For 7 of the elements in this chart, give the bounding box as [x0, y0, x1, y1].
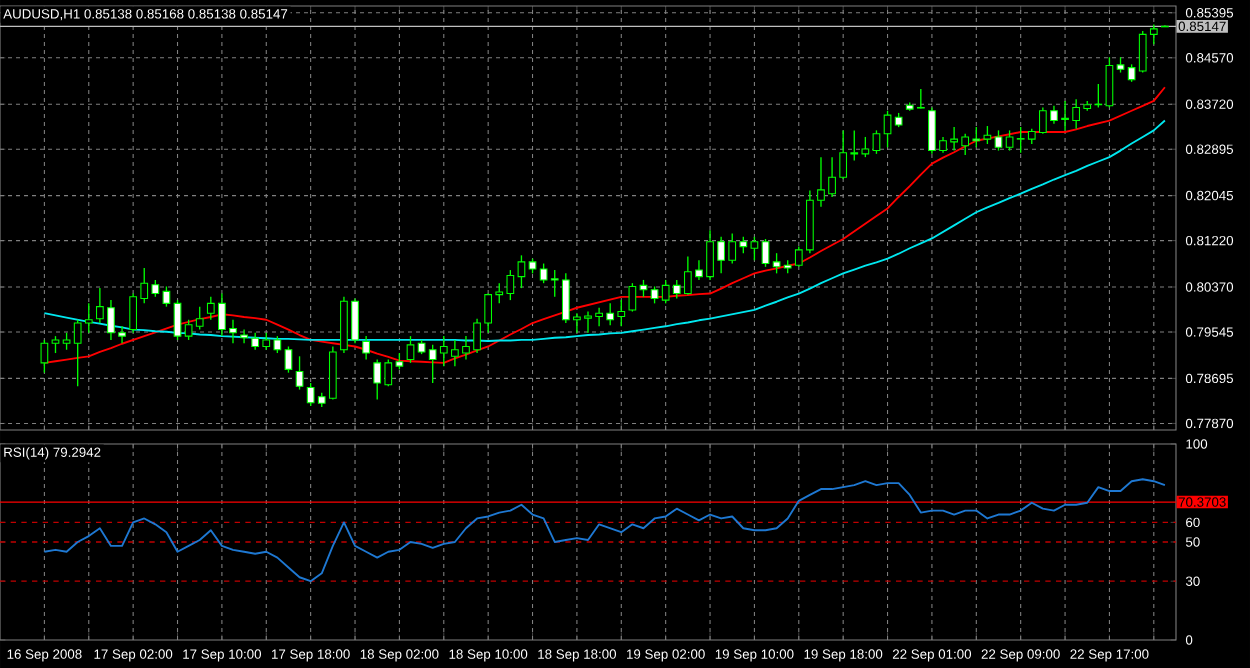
- candlestick: [761, 238, 770, 268]
- candlestick: [295, 355, 304, 391]
- candlestick: [362, 335, 370, 361]
- candlestick: [240, 328, 248, 344]
- candlestick: [994, 129, 1003, 152]
- candlestick: [406, 335, 415, 364]
- candlestick: [40, 339, 49, 374]
